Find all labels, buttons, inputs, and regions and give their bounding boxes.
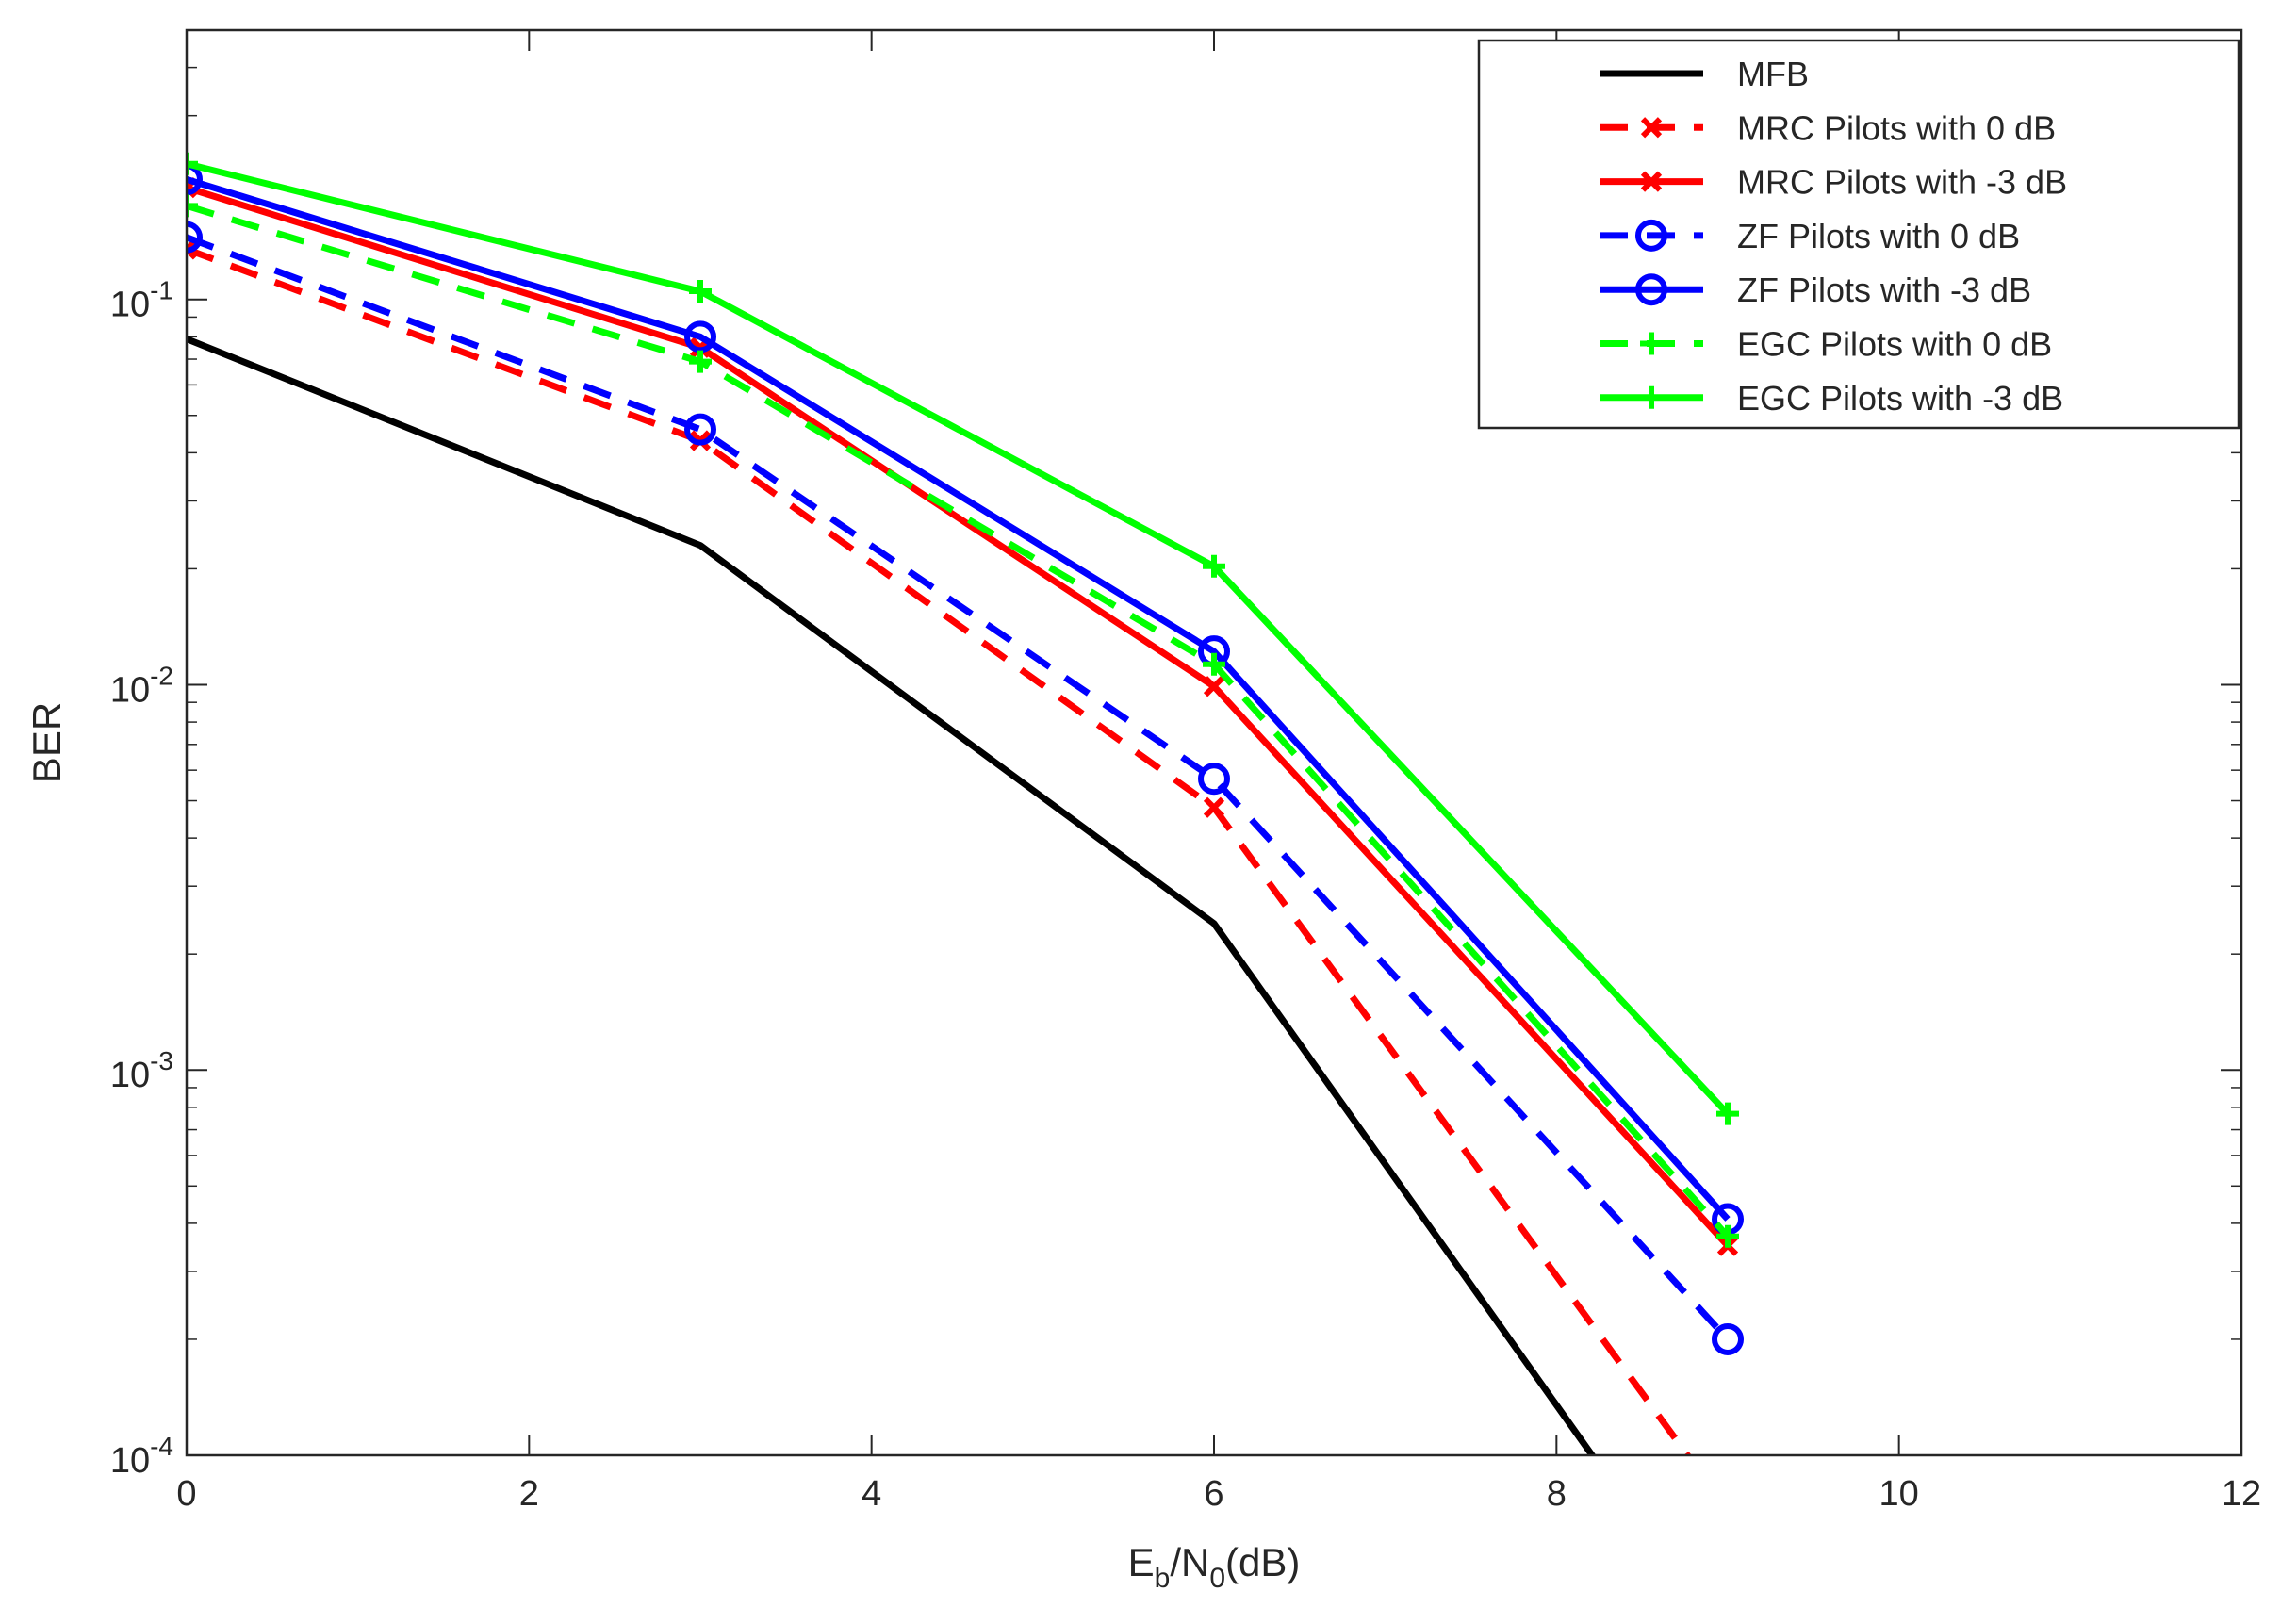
data-point-mrc-pilots-with-3-db	[1203, 676, 1225, 697]
legend-label-egc-pilots-with-0-db: EGC Pilots with 0 dB	[1737, 325, 2052, 364]
series-line-egc-pilots-with-3-db	[187, 160, 1731, 1116]
data-point-mrc-pilots-with-0-db	[1203, 796, 1225, 818]
series-line-egc-pilots-with-0-db	[187, 203, 1731, 1239]
x-tick-label: 12	[2222, 1474, 2261, 1514]
data-point-egc-pilots-with-3-db	[187, 152, 198, 175]
series-line-mrc-pilots-with-3-db	[187, 184, 1731, 1248]
x-tick-label: 2	[519, 1474, 539, 1514]
legend-label-mfb: MFB	[1737, 55, 1809, 93]
data-point-egc-pilots-with-0-db	[187, 194, 198, 218]
series-zf-pilots-with-0-db	[187, 221, 1744, 1355]
series-lines	[187, 152, 1744, 1455]
legend-entry-mrc-pilots-with-0-db: MRC Pilots with 0 dB	[1600, 108, 2056, 147]
series-mfb	[187, 336, 1597, 1455]
data-point-zf-pilots-with-3-db	[684, 320, 716, 353]
data-point-egc-pilots-with-0-db	[1203, 652, 1225, 676]
legend-marker-egc-pilots-with-3-db	[1640, 385, 1663, 409]
data-point-zf-pilots-with-0-db	[1712, 1322, 1744, 1355]
x-tick-labels: 0 2 4 6 8 10 12	[176, 1474, 2261, 1514]
series-line-zf-pilots-with-0-db	[187, 234, 1731, 1342]
data-point-zf-pilots-with-0-db	[684, 413, 716, 446]
y-tick-labels: 10-4 10-3 10-2 10-1	[110, 276, 173, 1481]
series-line-mfb	[187, 336, 1597, 1455]
legend: MFB MRC Pilots with 0 dB MRC Pilots with -…	[1477, 39, 2240, 430]
x-tick-label: 10	[1879, 1474, 1919, 1514]
x-tick-label: 0	[176, 1474, 196, 1514]
series-egc-pilots-with-0-db	[187, 194, 1739, 1248]
data-point-egc-pilots-with-0-db	[689, 350, 712, 373]
legend-entry-egc-pilots-with-0-db: EGC Pilots with 0 dB	[1600, 325, 2052, 364]
data-point-egc-pilots-with-3-db	[689, 280, 712, 303]
data-point-zf-pilots-with-3-db	[187, 163, 203, 196]
data-point-mrc-pilots-with-0-db	[187, 238, 198, 260]
legend-label-zf-pilots-with-3-db: ZF Pilots with -3 dB	[1737, 271, 2031, 309]
x-tick-label: 6	[1204, 1474, 1223, 1514]
plot-frame	[185, 28, 2243, 1457]
x-tick-label: 4	[862, 1474, 881, 1514]
legend-marker-egc-pilots-with-0-db	[1640, 332, 1663, 355]
legend-marker-zf-pilots-with-3-db	[1635, 273, 1667, 306]
legend-label-zf-pilots-with-0-db: ZF Pilots with 0 dB	[1737, 217, 2020, 255]
legend-label-mrc-pilots-with-3-db: MRC Pilots with -3 dB	[1737, 163, 2067, 202]
data-point-egc-pilots-with-0-db	[1716, 1224, 1739, 1248]
y-tick-label: 10-4	[110, 1432, 173, 1481]
legend-marker-mrc-pilots-with-0-db	[1640, 117, 1663, 139]
data-point-zf-pilots-with-0-db	[187, 221, 203, 254]
y-axis-label: BER	[25, 702, 69, 783]
y-tick-label: 10-3	[110, 1046, 173, 1095]
legend-label-mrc-pilots-with-0-db: MRC Pilots with 0 dB	[1737, 108, 2056, 147]
tick-marks	[186, 30, 2242, 1456]
series-line-zf-pilots-with-3-db	[187, 175, 1731, 1222]
legend-entry-mfb: MFB	[1600, 55, 1809, 93]
legend-entry-zf-pilots-with-0-db: ZF Pilots with 0 dB	[1600, 217, 2020, 255]
x-tick-label: 8	[1547, 1474, 1567, 1514]
data-point-egc-pilots-with-3-db	[1716, 1102, 1739, 1125]
series-egc-pilots-with-3-db	[187, 152, 1739, 1125]
y-tick-label: 10-2	[110, 661, 173, 710]
series-line-mrc-pilots-with-0-db	[187, 246, 1692, 1455]
legend-label-egc-pilots-with-3-db: EGC Pilots with -3 dB	[1737, 379, 2063, 418]
data-point-egc-pilots-with-3-db	[1203, 554, 1225, 578]
legend-entry-mrc-pilots-with-3-db: MRC Pilots with -3 dB	[1600, 163, 2067, 202]
legend-marker-mrc-pilots-with-3-db	[1640, 171, 1663, 192]
data-point-zf-pilots-with-0-db	[1198, 763, 1230, 796]
y-tick-label: 10-1	[110, 276, 173, 325]
x-axis-label: Eb/N0(dB)	[1128, 1540, 1301, 1594]
legend-entry-zf-pilots-with-3-db: ZF Pilots with -3 dB	[1600, 271, 2031, 309]
legend-marker-zf-pilots-with-0-db	[1635, 219, 1667, 252]
legend-entry-egc-pilots-with-3-db: EGC Pilots with -3 dB	[1600, 379, 2063, 418]
